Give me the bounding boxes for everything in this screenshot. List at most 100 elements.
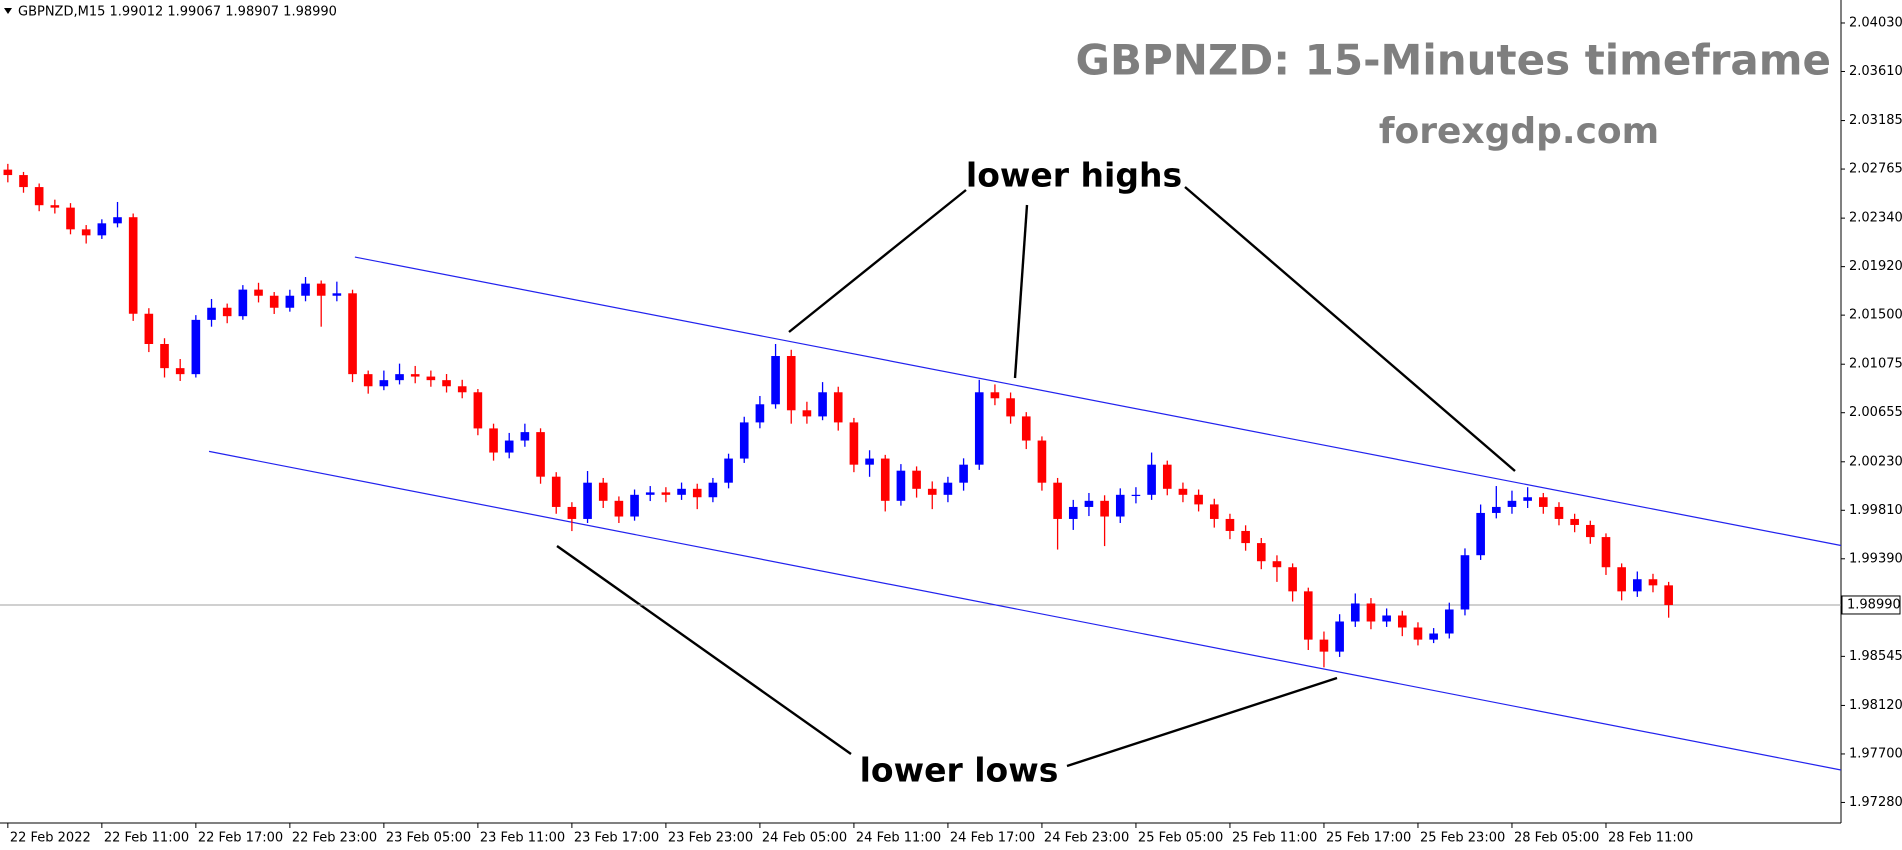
candle-body xyxy=(489,428,498,453)
candle-body xyxy=(849,422,859,465)
x-tick-label: 24 Feb 23:00 xyxy=(1044,831,1129,846)
annotation: lower lows xyxy=(860,751,1059,790)
candle-body xyxy=(1241,530,1250,544)
y-tick-label: 1.98545 xyxy=(1849,649,1902,664)
y-tick-label: 2.03185 xyxy=(1849,113,1902,128)
candle-body xyxy=(207,307,216,320)
x-tick-label: 22 Feb 23:00 xyxy=(292,831,377,846)
candle-body xyxy=(1554,506,1564,519)
candle-body xyxy=(1272,561,1282,568)
candle-body xyxy=(1460,555,1470,610)
candle-body xyxy=(1413,627,1423,640)
candle-body xyxy=(520,432,530,441)
candle-body xyxy=(1476,512,1485,556)
candle-body xyxy=(724,458,733,483)
y-tick-label: 1.98120 xyxy=(1849,698,1902,713)
candle-body xyxy=(896,470,906,501)
x-tick-label: 28 Feb 05:00 xyxy=(1514,831,1599,846)
candle-body xyxy=(598,482,608,501)
candle-body xyxy=(363,374,373,387)
candle-body xyxy=(630,494,639,517)
candle-body xyxy=(1021,416,1031,441)
candle-body xyxy=(551,476,561,507)
candle-body xyxy=(990,392,1000,399)
y-tick-label: 2.02340 xyxy=(1849,211,1902,226)
candle-body xyxy=(1617,567,1626,592)
y-tick-label: 2.01920 xyxy=(1849,259,1902,274)
candle-body xyxy=(1178,488,1188,495)
candle-body xyxy=(191,319,201,375)
candle-body xyxy=(1648,579,1658,586)
candle-body xyxy=(269,295,279,308)
candle-body xyxy=(1037,440,1047,483)
candle-body xyxy=(583,482,592,519)
chart-title: GBPNZD: 15-Minutes timeframe xyxy=(1075,36,1831,85)
pointer-line xyxy=(1066,676,1338,768)
candle-body xyxy=(1319,639,1329,652)
y-tick-label: 1.99390 xyxy=(1849,551,1902,566)
candle-body xyxy=(1350,603,1360,622)
candle-body xyxy=(1131,494,1141,497)
candle-body xyxy=(222,307,232,317)
pointer-line xyxy=(1013,204,1029,379)
candle-body xyxy=(254,289,263,296)
x-tick-label: 25 Feb 17:00 xyxy=(1326,831,1411,846)
last-price-box xyxy=(1841,595,1901,615)
candle-body xyxy=(786,356,796,411)
candle-body xyxy=(348,293,357,375)
x-tick-label: 22 Feb 11:00 xyxy=(104,831,189,846)
candle-body xyxy=(379,380,389,387)
y-tick-label: 2.01075 xyxy=(1849,357,1902,372)
candle-body xyxy=(865,458,874,465)
candle-body xyxy=(410,374,420,377)
x-tick-label: 24 Feb 05:00 xyxy=(762,831,847,846)
candle-body xyxy=(1491,506,1501,513)
channel-line xyxy=(354,256,1842,547)
candle-body xyxy=(755,404,765,423)
x-tick-label: 28 Feb 11:00 xyxy=(1608,831,1693,846)
candle-body xyxy=(943,482,953,495)
y-tick-label: 2.00655 xyxy=(1849,405,1902,420)
candle-body xyxy=(19,175,28,188)
candle-body xyxy=(1084,500,1094,507)
pointer-line xyxy=(1184,186,1516,472)
candle-body xyxy=(144,313,154,345)
candle-body xyxy=(442,380,451,387)
candle-body xyxy=(833,392,843,423)
candle-body xyxy=(457,386,467,393)
candle-body xyxy=(1570,518,1579,525)
candle-body xyxy=(708,482,718,498)
x-tick-label: 23 Feb 17:00 xyxy=(574,831,659,846)
candle-body xyxy=(175,368,185,375)
menu-arrow[interactable] xyxy=(4,8,12,14)
candle-body xyxy=(81,229,91,236)
candle-body xyxy=(1053,482,1062,519)
candle-body xyxy=(504,440,514,453)
candle-body xyxy=(1147,464,1156,495)
candle-body xyxy=(677,488,686,495)
x-tick-label: 25 Feb 11:00 xyxy=(1232,831,1317,846)
candle-body xyxy=(614,500,624,517)
candle-body xyxy=(927,488,937,495)
candle-body xyxy=(1397,615,1407,628)
x-tick-label: 23 Feb 05:00 xyxy=(386,831,471,846)
candle-body xyxy=(238,289,248,317)
candle-body xyxy=(771,356,780,405)
candle-body xyxy=(1538,497,1548,507)
candle-body xyxy=(34,187,44,206)
candle-body xyxy=(1601,537,1611,568)
candle-body xyxy=(66,207,75,230)
candle-body xyxy=(473,392,483,429)
candle-body xyxy=(97,223,107,236)
candle-body xyxy=(426,376,436,381)
candle-body xyxy=(1209,504,1219,519)
x-tick-label: 23 Feb 11:00 xyxy=(480,831,565,846)
candle-body xyxy=(1256,543,1266,562)
candle-body xyxy=(1444,609,1454,634)
candle-body xyxy=(50,205,60,208)
pointer-line xyxy=(556,545,852,755)
y-tick-label: 1.97700 xyxy=(1849,746,1902,761)
candle-body xyxy=(1335,621,1344,652)
